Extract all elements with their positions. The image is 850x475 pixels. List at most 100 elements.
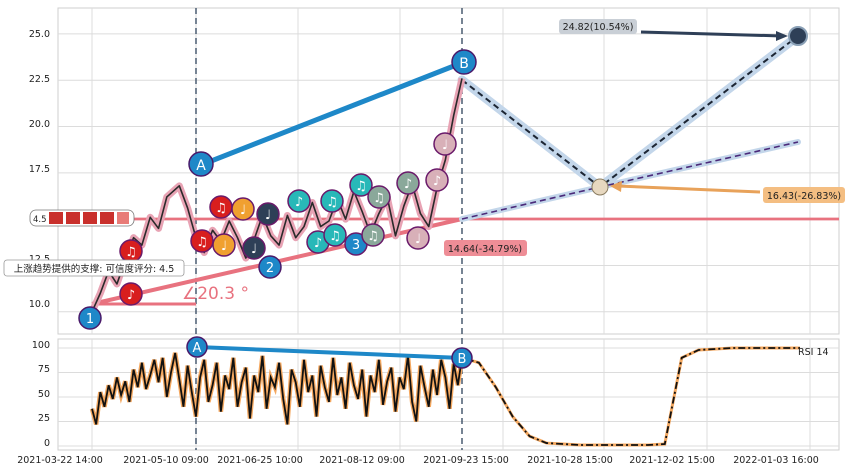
rsi-y-axis: 100 75 50 25 0: [32, 340, 50, 449]
rsi-tick-label: 25: [38, 413, 50, 424]
wave-point-2: 2: [258, 255, 282, 279]
svg-text:♪: ♪: [295, 195, 303, 210]
x-tick-label: 2021-10-28 15:00: [527, 455, 613, 466]
wave-point-label: B: [459, 56, 469, 72]
projection-fan: [457, 26, 808, 222]
rsi-point-b: B: [451, 347, 473, 369]
note-marker: ♫: [119, 239, 143, 263]
y-tick-label: 12.5: [29, 254, 50, 265]
note-marker: ♫: [323, 223, 347, 247]
projection-arrow-upper: [640, 30, 783, 38]
projection-label-text: 14.64(-34.79%): [448, 244, 522, 255]
projection-label-text: 24.82(10.54%): [563, 22, 634, 33]
svg-text:♫: ♫: [196, 235, 208, 250]
note-marker: ♪: [119, 282, 143, 306]
note-marker: ♩: [212, 233, 236, 257]
note-marker: ♩: [433, 132, 457, 156]
projection-target: [788, 26, 808, 46]
svg-text:♩: ♩: [251, 242, 257, 257]
rsi-point-a: A: [186, 336, 208, 358]
svg-text:♫: ♫: [355, 179, 367, 194]
svg-text:♪: ♪: [127, 288, 135, 303]
main-y-axis: 25.0 22.5 20.0 17.5 12.5 10.0: [29, 29, 50, 310]
rsi-projection-line: [461, 347, 800, 446]
note-marker: ♩: [231, 197, 255, 221]
x-tick-label: 2021-03-22 14:00: [17, 455, 103, 466]
wave-point-1: 1: [78, 306, 102, 330]
svg-text:♫: ♫: [215, 201, 227, 216]
note-marker: 3: [344, 232, 368, 256]
angle-label: ∠20.3 °: [182, 284, 249, 304]
note-marker: ♪: [425, 168, 449, 192]
support-label: 上涨趋势提供的支撑: 可信度评分: 4.5: [3, 259, 185, 277]
svg-text:♩: ♩: [415, 232, 421, 247]
y-tick-label: 22.5: [29, 74, 50, 85]
x-tick-label: 2021-09-23 15:00: [423, 455, 509, 466]
svg-text:♪: ♪: [433, 174, 441, 189]
svg-text:♪: ♪: [314, 236, 322, 251]
price-line: [91, 78, 463, 313]
note-marker: ♫: [361, 223, 385, 247]
x-tick-label: 2021-06-25 10:00: [217, 455, 303, 466]
projection-label-text: 16.43(-26.83%): [767, 191, 841, 202]
svg-text:♫: ♫: [367, 229, 379, 244]
svg-text:♩: ♩: [240, 203, 246, 218]
rsi-point-label: B: [458, 352, 467, 367]
projection-arrowhead-mid: [610, 181, 622, 192]
rsi-line: [91, 352, 463, 425]
score-badge: 4.5: [29, 209, 135, 227]
projection-label-low: 14.64(-34.79%): [444, 240, 527, 256]
rsi-point-label: A: [193, 341, 202, 356]
support-label-text: 上涨趋势提供的支撑: 可信度评分: 4.5: [14, 263, 175, 275]
wave-point-label: A: [196, 158, 206, 174]
svg-text:♩: ♩: [221, 239, 227, 254]
rsi-divergence-line: [196, 345, 463, 360]
svg-text:♫: ♫: [329, 229, 341, 244]
svg-text:3: 3: [352, 238, 360, 253]
svg-text:♪: ♪: [404, 177, 412, 192]
rsi-series: [89, 346, 800, 447]
x-tick-label: 2021-08-12 09:00: [319, 455, 405, 466]
x-axis: 2021-03-22 14:00 2021-05-10 09:00 2021-0…: [17, 455, 819, 466]
svg-text:♩: ♩: [265, 208, 271, 223]
svg-text:♫: ♫: [326, 195, 338, 210]
projection-node: [591, 178, 609, 196]
svg-text:♫: ♫: [125, 245, 137, 260]
note-marker: ♫: [367, 185, 391, 209]
note-marker: ♫: [349, 173, 373, 197]
note-marker: ♫: [190, 229, 214, 253]
note-marker: ♩: [406, 226, 430, 250]
note-marker: ♪: [287, 189, 311, 213]
x-tick-label: 2021-05-10 09:00: [123, 455, 209, 466]
x-tick-label: 2021-12-02 15:00: [629, 455, 715, 466]
note-marker: ♪: [396, 171, 420, 195]
price-series: [88, 77, 466, 314]
wave-point-label: 2: [266, 261, 274, 276]
wave-point-a: A: [188, 151, 214, 177]
wave-line-a-b: [200, 59, 465, 168]
rsi-tick-label: 75: [38, 364, 50, 375]
wave-point-b: B: [451, 49, 477, 75]
wave-point-label: 1: [86, 312, 94, 327]
main-plot-frame: [57, 7, 840, 335]
svg-text:♩: ♩: [442, 138, 448, 153]
note-markers: ♫ ♪ ♫ ♫ ♩ ♩ ♩ ♩ ♪ ♪ ♫ ♫ 3 ♫ ♫ ♫ ♪ ♩ ♪ ♩: [119, 132, 457, 306]
svg-text:♫: ♫: [373, 191, 385, 206]
rsi-tick-label: 50: [38, 389, 50, 400]
projection-label-mid: 16.43(-26.83%): [763, 187, 845, 203]
note-marker: ♩: [256, 202, 280, 226]
rsi-tick-label: 0: [44, 438, 50, 449]
note-marker: ♩: [242, 236, 266, 260]
x-tick-label: 2022-01-03 16:00: [733, 455, 819, 466]
projection-arrow-mid: [617, 184, 761, 194]
note-marker: ♫: [320, 189, 344, 213]
rsi-tick-label: 100: [32, 340, 50, 351]
y-tick-label: 10.0: [29, 299, 50, 310]
y-tick-label: 20.0: [29, 119, 50, 130]
rsi-legend: RSI 14: [798, 347, 829, 358]
projection-arrowhead-upper: [776, 31, 788, 41]
y-tick-label: 25.0: [29, 29, 50, 40]
score-badge-text: 4.5: [33, 215, 47, 225]
projection-label-upper: 24.82(10.54%): [559, 19, 637, 34]
